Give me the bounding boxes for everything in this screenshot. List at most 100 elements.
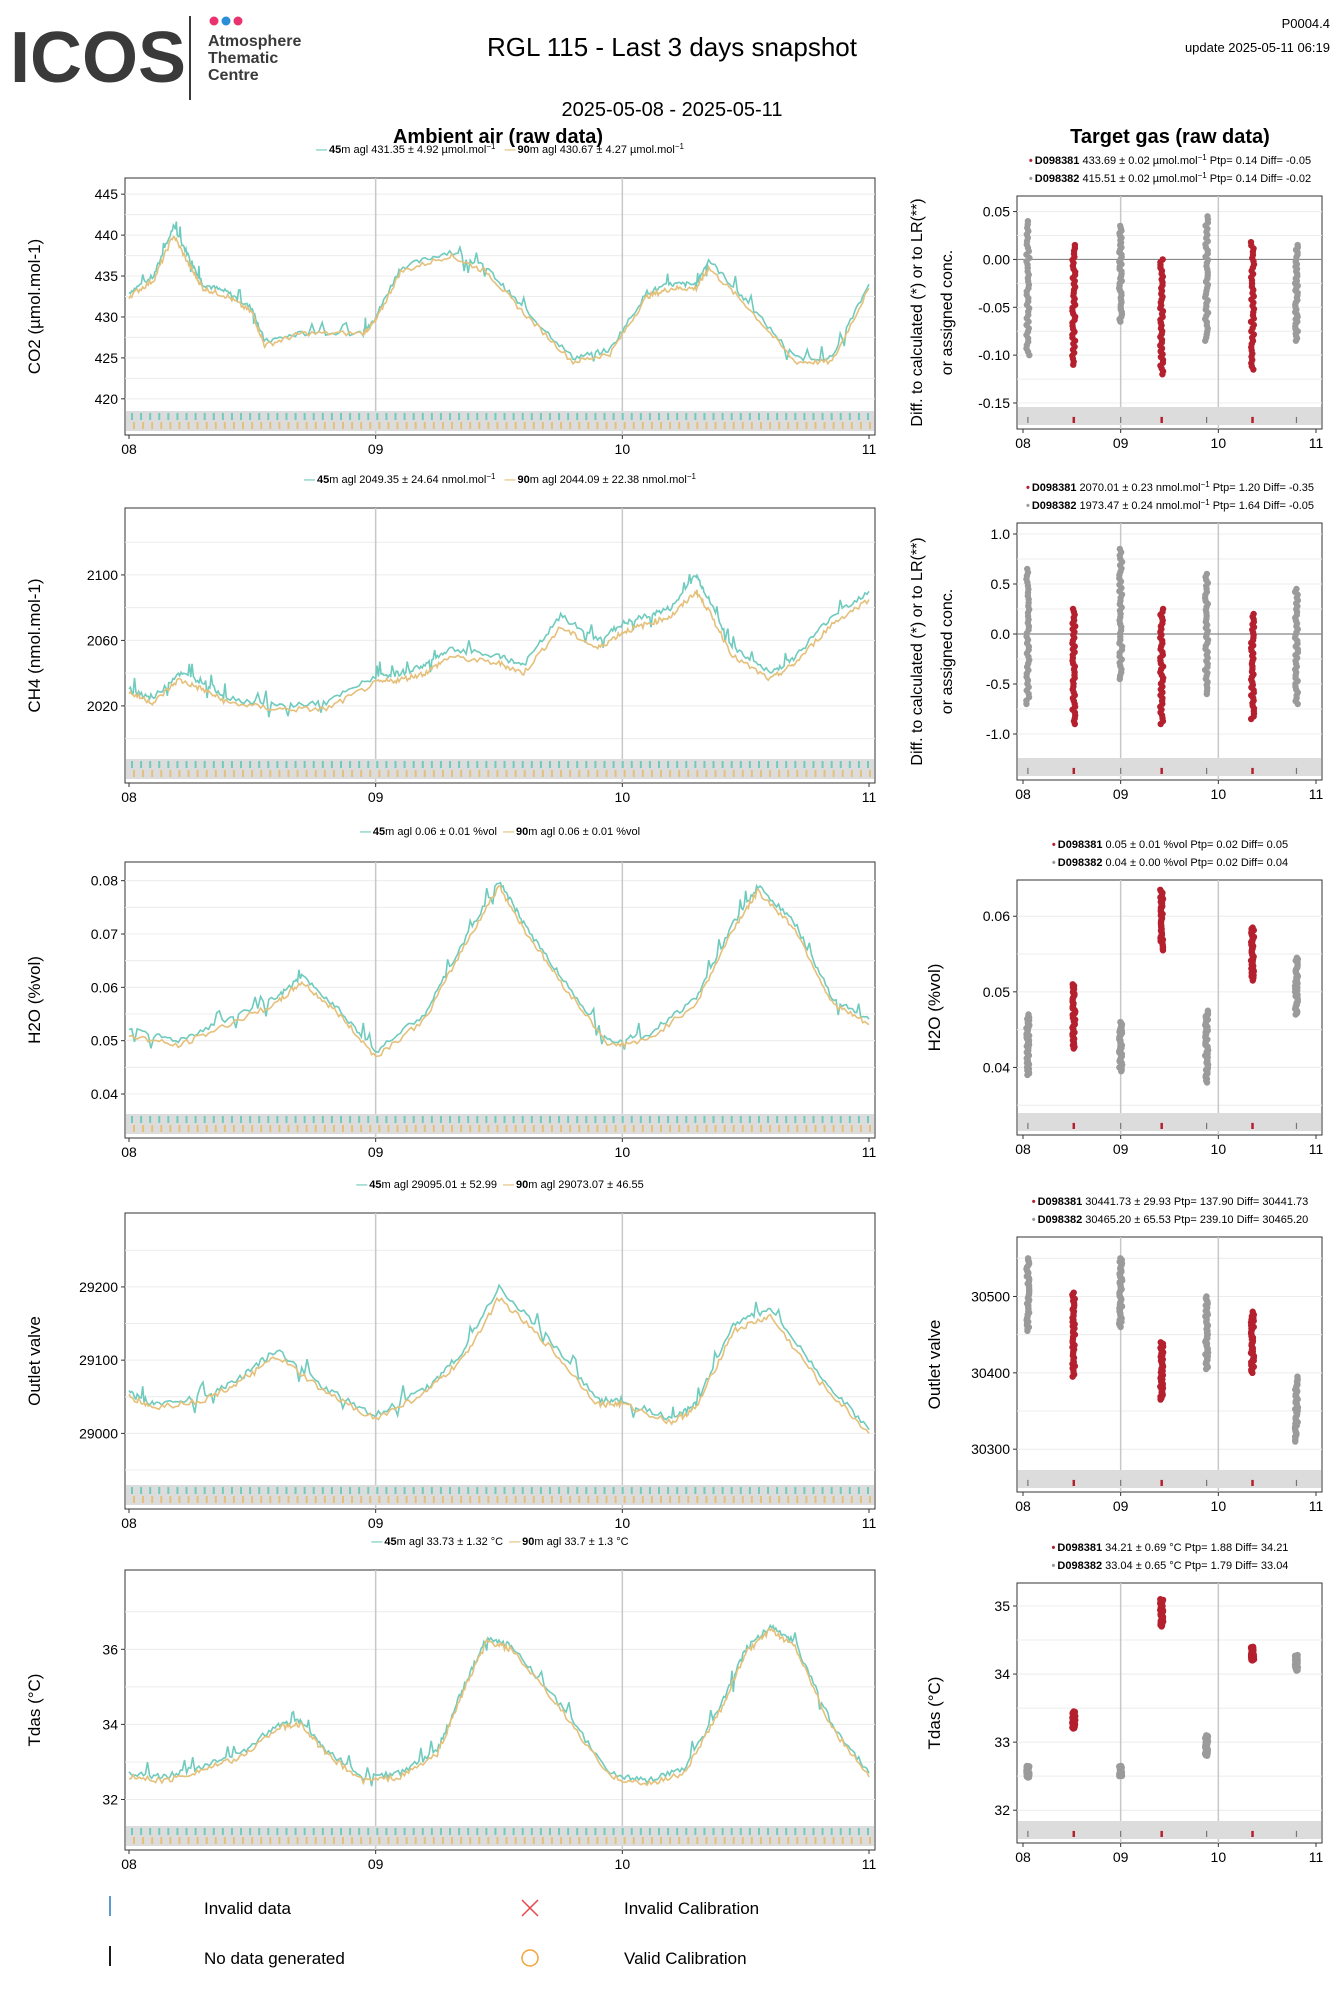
ambient-plot-frame: [124, 1212, 876, 1510]
legend-marker-dot-icon: •: [1029, 173, 1033, 185]
target-y-axis-label: Tdas (°C): [925, 1677, 944, 1750]
y-tick-label: 435: [95, 268, 119, 284]
y-tick-label: 0.05: [91, 1033, 118, 1049]
legend-entry-text: m agl 431.35 ± 4.92 µmol.mol: [341, 144, 486, 156]
y-tick-label: 430: [95, 309, 119, 325]
y-tick-label: 32: [102, 1791, 118, 1807]
target-section-title: Target gas (raw data): [1070, 126, 1270, 148]
legend-entry-tail: Ptp= 1.79 Diff= 33.04: [1182, 1560, 1289, 1572]
page-title: RGL 115 - Last 3 days snapshot: [487, 32, 858, 62]
target-plot-frame: [1016, 1582, 1323, 1844]
legend-marker-line-icon: —: [356, 1179, 367, 1191]
legend-entry-tail: Ptp= 1.20 Diff= -0.35: [1213, 482, 1314, 494]
x-tick-label: 10: [615, 441, 631, 457]
target-point: [1116, 222, 1124, 230]
y-tick-label: 440: [95, 227, 119, 243]
legend-entry-tail: Ptp= 0.02 Diff= 0.04: [1187, 857, 1288, 869]
legend-text: • D098381 0.05 ± 0.01 %vol Ptp= 0.02 Diff…: [1052, 839, 1288, 851]
target-y-axis-label: Diff. to calculated (*) or to LR(**): [909, 198, 926, 426]
x-tick-label: 08: [121, 789, 137, 805]
y-tick-label: 34: [102, 1716, 118, 1732]
target-y-tick-label: 0.04: [983, 1059, 1010, 1075]
legend-entry-text: m agl 0.06 ± 0.01 %vol: [528, 826, 640, 838]
legend-entry-tail: Ptp= 0.02 Diff= 0.05: [1187, 839, 1288, 851]
target-point: [1024, 217, 1032, 225]
target-point: [1069, 981, 1076, 988]
target-x-tick-label: 10: [1211, 786, 1227, 802]
x-tick-label: 09: [368, 1144, 384, 1160]
y-tick-label: 0.06: [91, 979, 118, 995]
target-point: [1157, 1339, 1164, 1346]
legend-marker-dot-icon: •: [1029, 155, 1033, 167]
ambient-y-axis-label: H2O (%vol): [25, 956, 44, 1044]
legend-marker-dot-icon: •: [1032, 1196, 1036, 1208]
legend-marker-line-icon: —: [503, 1179, 514, 1191]
target-x-tick-label: 09: [1113, 1849, 1129, 1865]
flag-band: [1018, 1821, 1321, 1839]
ambient-plot-frame: [124, 861, 876, 1139]
target-plot-frame: [1016, 522, 1323, 781]
target-point: [1117, 1018, 1124, 1026]
series-45m-line: [128, 881, 870, 1053]
target-legend-second: • D098382 1973.47 ± 0.24 nmol.mol−1 Ptp= …: [1026, 498, 1314, 512]
legend-text: • D098382 30465.20 ± 65.53 Ptp= 239.10 Di…: [1032, 1214, 1309, 1226]
legend-entry-text: 33.04 ± 0.65 °C: [1102, 1560, 1182, 1572]
legend-entry-text: m agl 29073.07 ± 46.55: [528, 1179, 644, 1191]
target-point: [1024, 565, 1031, 573]
target-x-tick-label: 11: [1309, 786, 1324, 802]
y-tick-label: 2020: [87, 698, 118, 714]
target-y-axis-label: Outlet valve: [925, 1320, 944, 1410]
x-tick-label: 08: [121, 1856, 137, 1872]
target-point: [1159, 605, 1167, 613]
target-point: [1116, 545, 1124, 553]
legend-entry-tail: Ptp= 239.10 Diff= 30465.20: [1171, 1214, 1308, 1226]
legend-spacer: [495, 144, 498, 156]
ambient-y-axis-label: CO2 (µmol.mol-1): [25, 239, 44, 374]
x-tick-label: 10: [615, 1144, 631, 1160]
target-y-tick-label: 0.5: [991, 576, 1011, 592]
x-tick-label: 10: [615, 789, 631, 805]
legend-marker-dot-icon: •: [1052, 839, 1056, 851]
x-tick-label: 09: [368, 789, 384, 805]
target-legend-second: • D098382 30465.20 ± 65.53 Ptp= 239.10 Di…: [1032, 1214, 1309, 1226]
target-x-tick-label: 08: [1015, 786, 1031, 802]
target-point: [1293, 954, 1301, 962]
series-90m-line: [128, 884, 870, 1058]
target-legend-second: • D098382 415.51 ± 0.02 µmol.mol−1 Ptp= 0…: [1029, 171, 1311, 185]
x-tick-label: 09: [368, 1515, 384, 1531]
legend-text: —45m agl 431.35 ± 4.92 µmol.mol−1 —90m a…: [316, 142, 684, 156]
target-y-tick-label: 30400: [971, 1365, 1010, 1381]
target-y-tick-label: -1.0: [986, 726, 1010, 742]
legend-text: • D098382 0.04 ± 0.00 %vol Ptp= 0.02 Diff…: [1052, 857, 1288, 869]
legend-marker-dot-icon: •: [1052, 1542, 1056, 1554]
x-tick-label: 09: [368, 441, 384, 457]
x-tick-label: 10: [615, 1515, 631, 1531]
y-tick-label: 29100: [79, 1352, 118, 1368]
target-point: [1249, 924, 1256, 931]
header: ICOS Atmosphere Thematic Centre RGL 115 …: [10, 16, 1330, 121]
target-point: [1159, 256, 1166, 263]
legend-text: • D098382 33.04 ± 0.65 °C Ptp= 1.79 Diff=…: [1052, 1560, 1289, 1572]
target-y-tick-label: -0.10: [978, 347, 1010, 363]
legend-entry-bold: 90: [518, 474, 530, 486]
legend-entry-text: 1973.47 ± 0.24 nmol.mol: [1076, 500, 1200, 512]
legend-marker-line-icon: —: [505, 144, 516, 156]
series-90m-line: [128, 235, 870, 366]
legend-spacer: [495, 474, 498, 486]
y-tick-label: 2100: [87, 567, 118, 583]
target-y-tick-label: 35: [994, 1598, 1010, 1614]
target-x-tick-label: 08: [1015, 435, 1031, 451]
target-y-tick-label: 0.00: [983, 251, 1010, 267]
cross-stroke: [521, 1899, 539, 1917]
y-tick-label: 0.04: [91, 1086, 118, 1102]
y-tick-label: 36: [102, 1641, 118, 1657]
logo-dot: [209, 16, 219, 26]
target-point: [1117, 1255, 1124, 1262]
legend-text: —45m agl 33.73 ± 1.32 °C —90m agl 33.7 ± …: [371, 1536, 628, 1548]
y-tick-label: 0.08: [91, 873, 118, 889]
target-point: [1070, 1708, 1077, 1715]
bottom-legend-label: No data generated: [204, 1949, 345, 1968]
target-point: [1069, 605, 1077, 613]
